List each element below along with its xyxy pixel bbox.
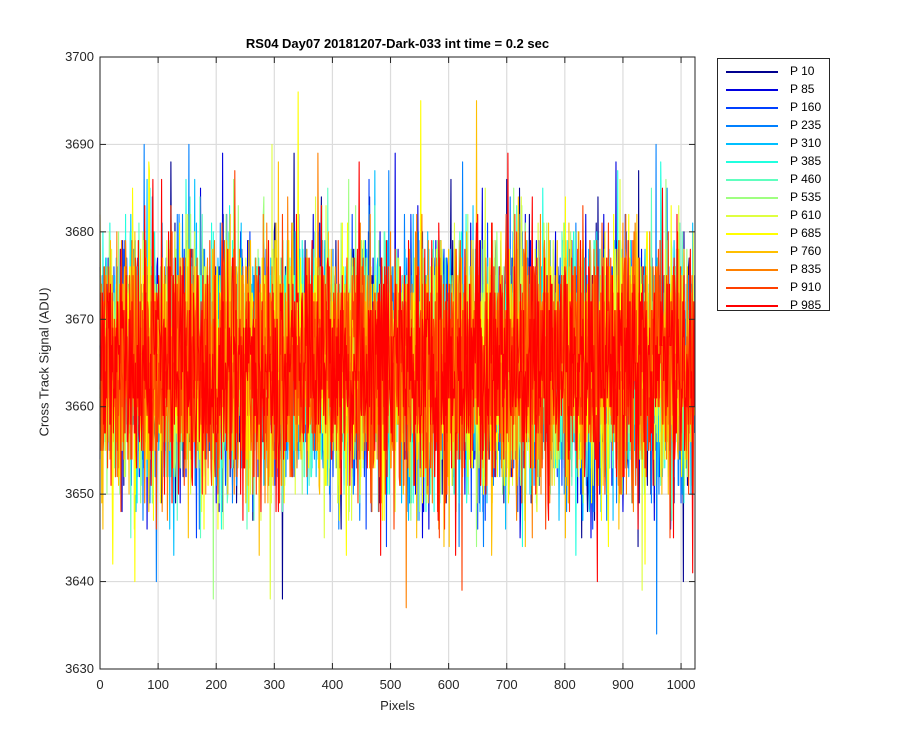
legend-label: P 985 xyxy=(790,298,822,312)
series-line-p-985 xyxy=(99,152,695,583)
legend-item: P 985 xyxy=(718,297,829,315)
legend-label: P 610 xyxy=(790,208,822,222)
legend-swatch xyxy=(726,89,778,91)
legend-swatch xyxy=(726,125,778,127)
legend-item: P 610 xyxy=(718,207,829,225)
legend-item: P 685 xyxy=(718,225,829,243)
data-layer xyxy=(99,91,695,635)
x-tick-label: 400 xyxy=(322,677,344,692)
legend-item: P 310 xyxy=(718,135,829,153)
legend-label: P 385 xyxy=(790,154,822,168)
legend-swatch xyxy=(726,161,778,163)
legend-swatch xyxy=(726,269,778,271)
legend-item: P 85 xyxy=(718,81,829,99)
legend-label: P 460 xyxy=(790,172,822,186)
legend-label: P 10 xyxy=(790,64,815,78)
legend-item: P 535 xyxy=(718,189,829,207)
legend-swatch xyxy=(726,197,778,199)
y-tick-label: 3650 xyxy=(65,486,94,501)
x-axis-label: Pixels xyxy=(380,698,415,713)
x-tick-label: 800 xyxy=(554,677,576,692)
chart-title: RS04 Day07 20181207-Dark-033 int time = … xyxy=(245,36,550,51)
series-line-p-910 xyxy=(99,170,695,591)
x-tick-label: 0 xyxy=(96,677,103,692)
y-tick-label: 3680 xyxy=(65,224,94,239)
legend-swatch xyxy=(726,287,778,289)
legend-swatch xyxy=(726,305,778,307)
legend-swatch xyxy=(726,107,778,109)
legend-swatch xyxy=(726,143,778,145)
legend-swatch xyxy=(726,71,778,73)
legend-swatch xyxy=(726,233,778,235)
axes-layer: 0 100 200 300 400 500 600 700 800 900 1000 3630 3640… xyxy=(65,49,695,692)
legend-swatch xyxy=(726,179,778,181)
legend-item: P 235 xyxy=(718,117,829,135)
y-tick-label: 3640 xyxy=(65,574,94,589)
legend-item: P 910 xyxy=(718,279,829,297)
x-tick-label: 900 xyxy=(612,677,634,692)
x-tick-label: 700 xyxy=(496,677,518,692)
legend-label: P 685 xyxy=(790,226,822,240)
legend-item: P 10 xyxy=(718,63,829,81)
legend-label: P 85 xyxy=(790,82,815,96)
legend-label: P 160 xyxy=(790,100,822,114)
legend-label: P 310 xyxy=(790,136,822,150)
legend-label: P 910 xyxy=(790,280,822,294)
x-tick-label: 300 xyxy=(263,677,285,692)
legend-label: P 760 xyxy=(790,244,822,258)
y-tick-label: 3690 xyxy=(65,136,94,151)
x-tick-label: 500 xyxy=(380,677,402,692)
y-axis-label: Cross Track Signal (ADU) xyxy=(36,287,52,437)
x-tick-label: 600 xyxy=(438,677,460,692)
legend-item: P 835 xyxy=(718,261,829,279)
legend-item: P 160 xyxy=(718,99,829,117)
legend-item: P 460 xyxy=(718,171,829,189)
legend-label: P 535 xyxy=(790,190,822,204)
legend-swatch xyxy=(726,251,778,253)
legend-item: P 760 xyxy=(718,243,829,261)
x-tick-label: 100 xyxy=(147,677,169,692)
legend: P 10 P 85 P 160 P 235 P 310 P 385 P 460 P 535 P … xyxy=(717,58,830,312)
x-tick-label: 200 xyxy=(205,677,227,692)
legend-item: P 385 xyxy=(718,153,829,171)
legend-swatch xyxy=(726,215,778,217)
y-tick-label: 3700 xyxy=(65,49,94,64)
y-tick-label: 3660 xyxy=(65,399,94,414)
y-tick-label: 3670 xyxy=(65,311,94,326)
axes-frame xyxy=(99,56,696,670)
y-tick-label: 3630 xyxy=(65,661,94,676)
x-tick-label: 1000 xyxy=(667,677,696,692)
legend-label: P 835 xyxy=(790,262,822,276)
legend-label: P 235 xyxy=(790,118,822,132)
